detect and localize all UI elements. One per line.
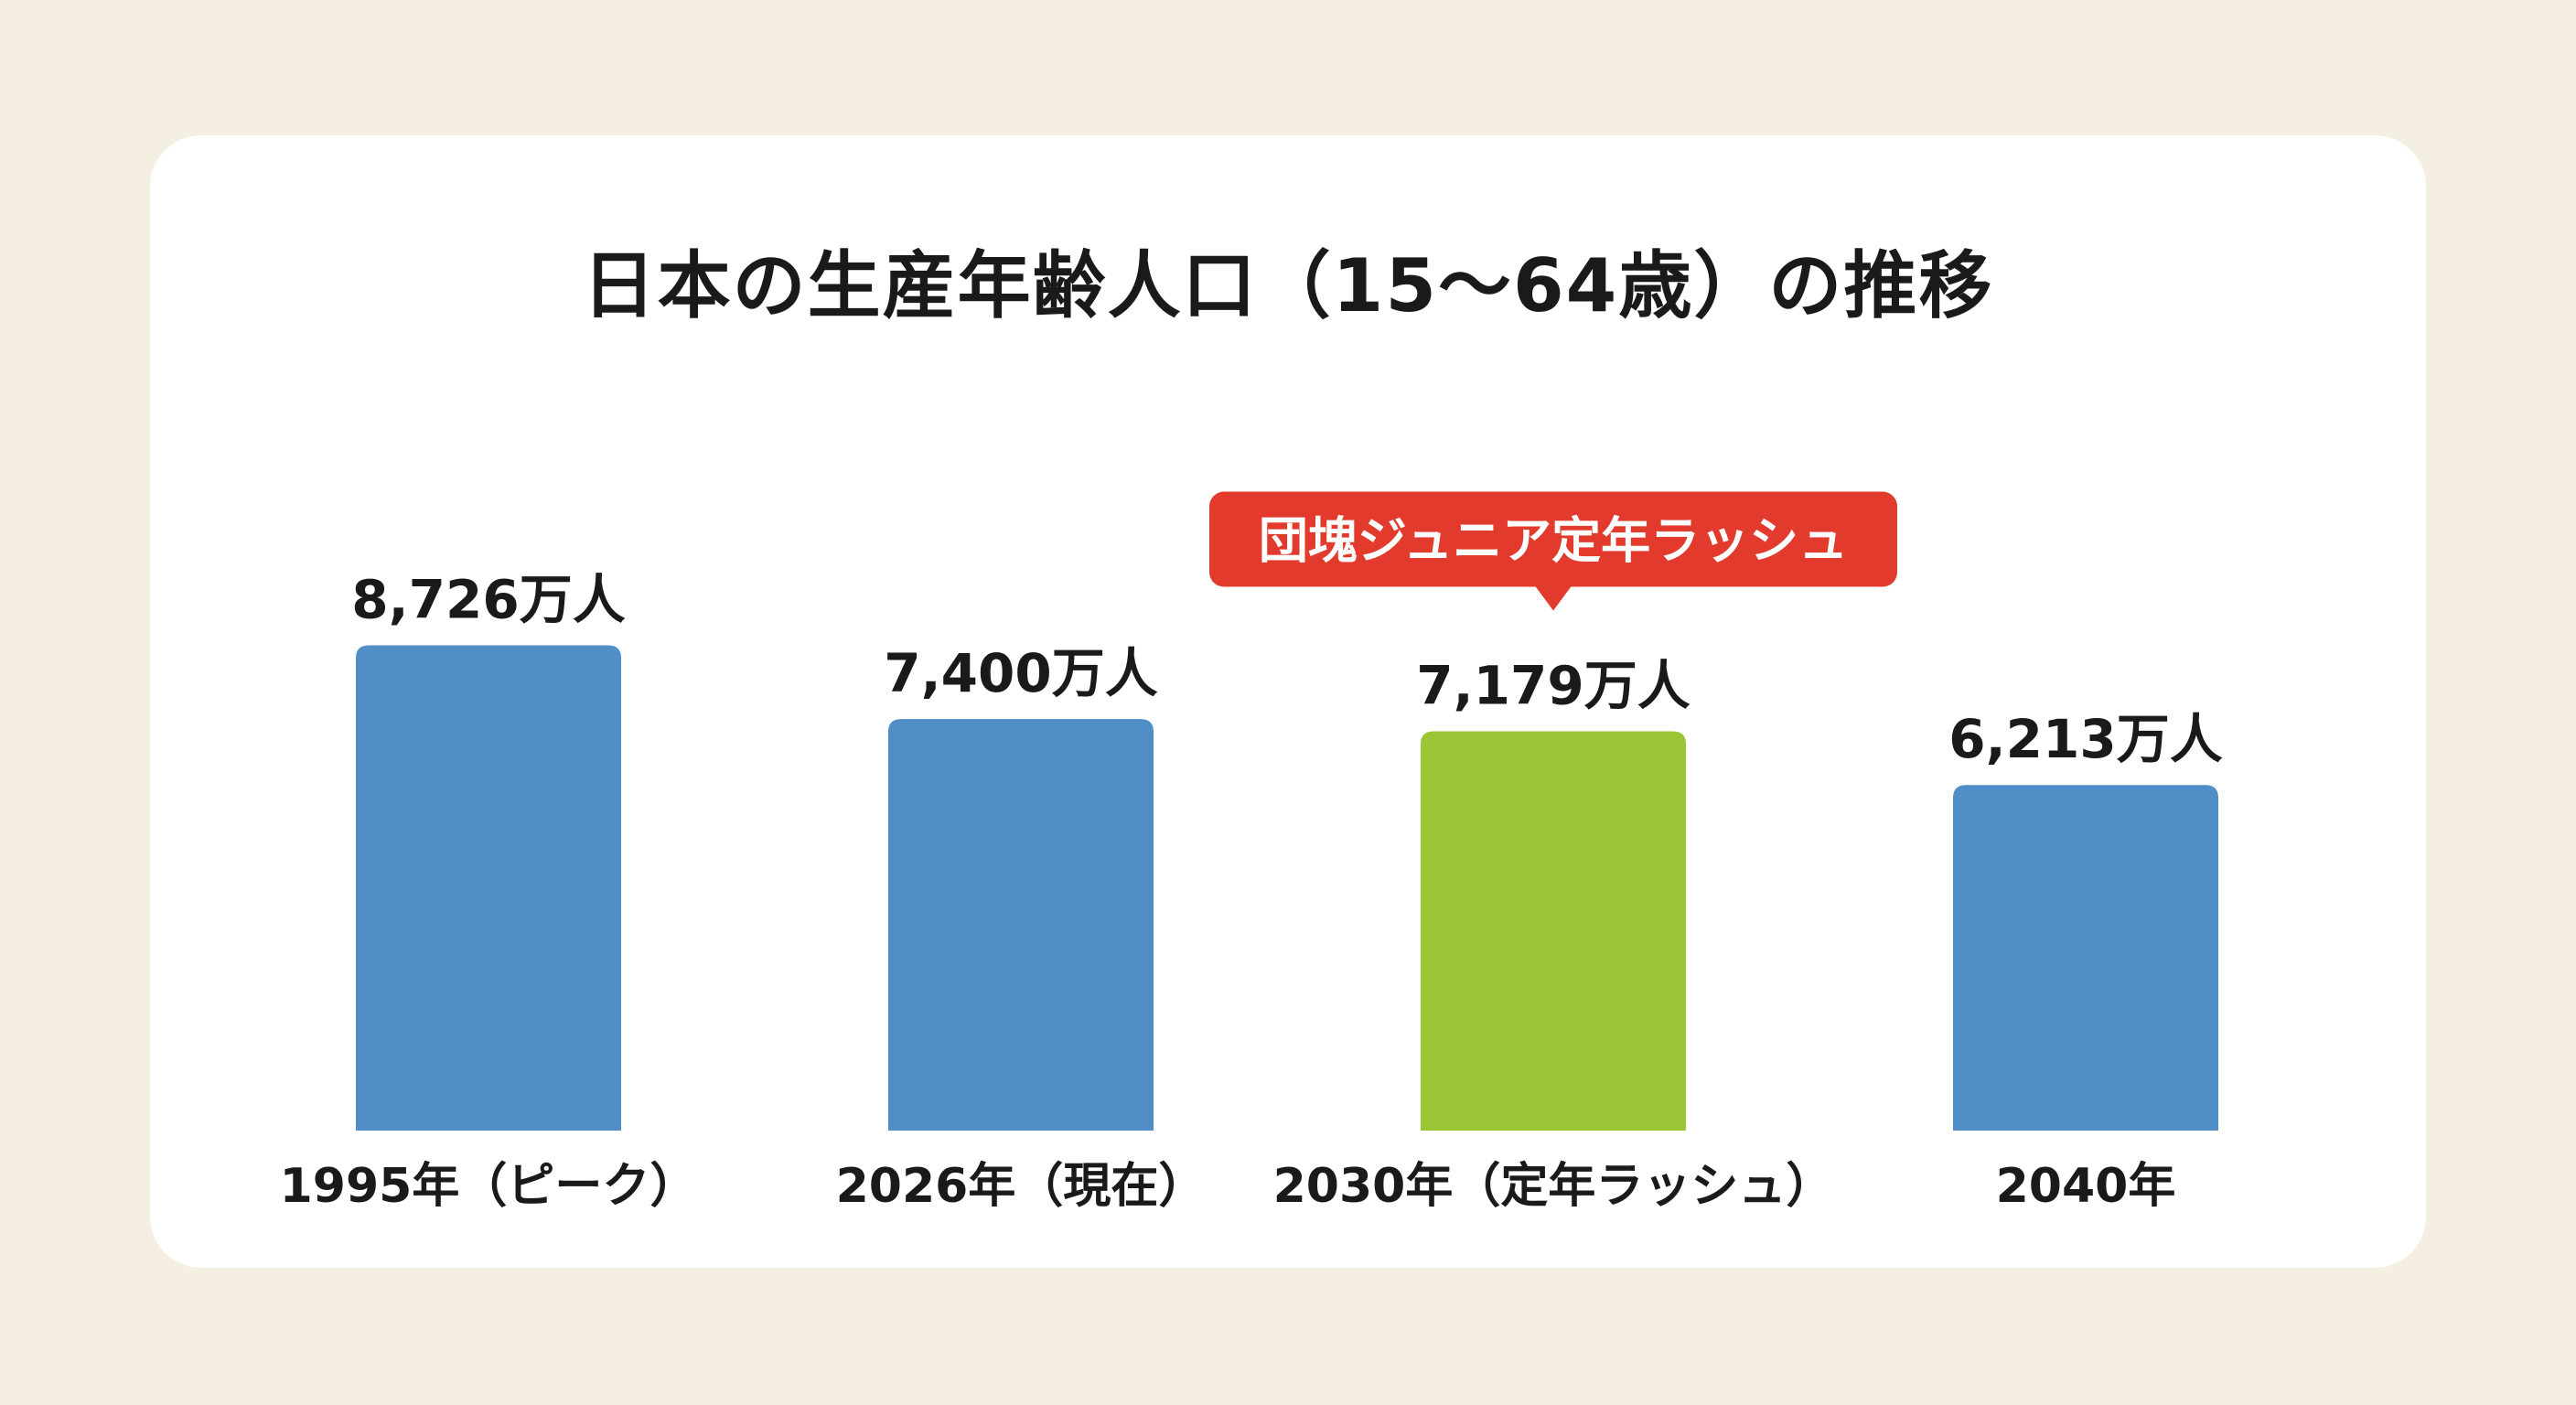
value-label-3: 6,213万人 [1948,708,2222,770]
x-tick-label-2: 2030年（定年ラッシュ） [1273,1159,1834,1214]
value-label-0: 8,726万人 [351,568,625,630]
value-label-2: 7,179万人 [1416,655,1690,717]
bar-1 [888,719,1154,1131]
chart-title: 日本の生産年齢人口（15〜64歳）の推移 [582,243,1994,328]
bar-0 [356,645,621,1131]
annotation-callout: 団塊ジュニア定年ラッシュ [1209,491,1897,611]
callout-text: 団塊ジュニア定年ラッシュ [1259,512,1848,570]
x-tick-label-0: 1995年（ピーク） [280,1159,698,1214]
callout-pointer [1535,585,1572,611]
x-tick-label-3: 2040年 [1996,1159,2176,1214]
callout-box [1209,491,1897,587]
x-tick-label-1: 2026年（現在） [836,1159,1207,1214]
bar-2 [1421,731,1686,1131]
value-label-1: 7,400万人 [884,642,1157,704]
bar-3 [1953,785,2218,1131]
